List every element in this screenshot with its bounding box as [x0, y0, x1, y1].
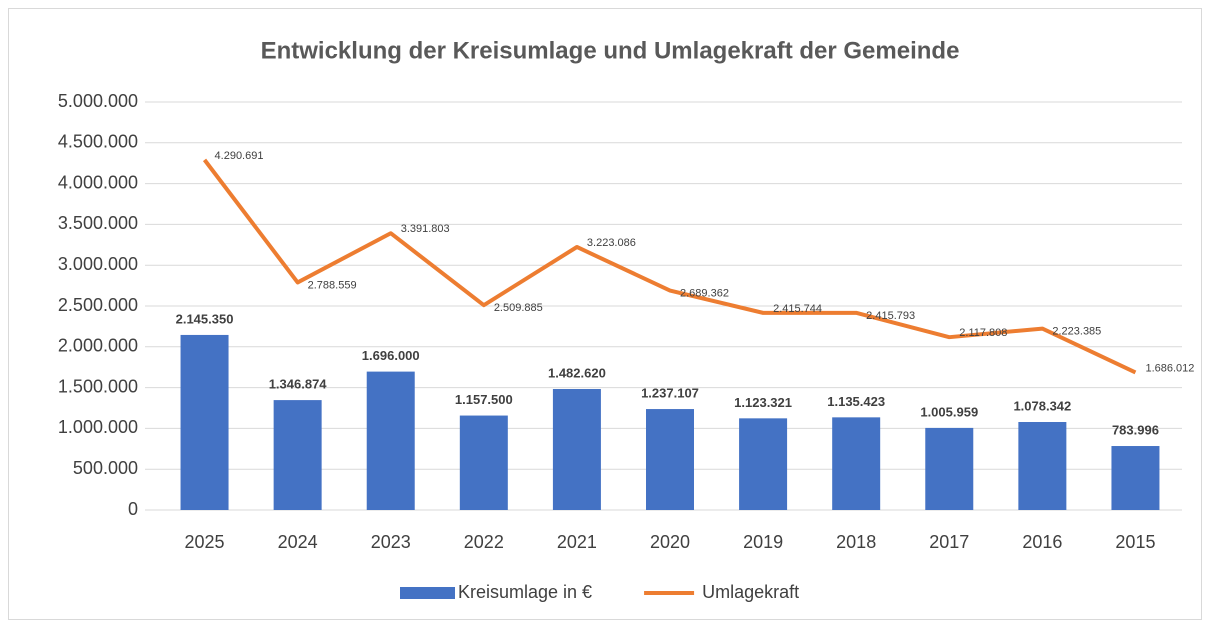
- bar: [459, 415, 508, 510]
- bar: [552, 389, 601, 510]
- bar-value-label: 1.696.000: [362, 348, 420, 363]
- line-value-label: 2.415.793: [866, 310, 915, 322]
- bar: [646, 409, 694, 510]
- line-value-label: 2.223.385: [1052, 325, 1101, 337]
- bar: [273, 400, 322, 510]
- legend-swatch: [400, 587, 455, 599]
- y-tick-label: 500.000: [73, 458, 138, 478]
- line-value-label: 2.117.808: [959, 327, 1007, 339]
- bar: [1018, 422, 1067, 510]
- bar: [832, 417, 881, 510]
- x-tick-label: 2019: [743, 532, 783, 552]
- bar-value-label: 1.135.423: [827, 394, 885, 409]
- line-value-label: 2.689.362: [680, 287, 729, 299]
- x-tick-label: 2025: [185, 532, 225, 552]
- bar: [1111, 446, 1160, 510]
- x-tick-label: 2020: [650, 532, 690, 552]
- x-tick-label: 2022: [464, 532, 504, 552]
- line-value-label: 3.223.086: [587, 237, 636, 249]
- y-tick-label: 3.500.000: [58, 213, 138, 233]
- x-tick-label: 2021: [557, 532, 597, 552]
- line-value-label: 1.686.012: [1145, 362, 1194, 374]
- y-tick-label: 2.500.000: [58, 295, 138, 315]
- line-value-label: 2.509.885: [494, 302, 543, 314]
- x-tick-label: 2015: [1115, 532, 1155, 552]
- bar-value-label: 2.145.350: [176, 311, 234, 326]
- x-tick-label: 2018: [836, 532, 876, 552]
- chart-frame: [8, 8, 1202, 620]
- bar: [180, 334, 229, 510]
- y-tick-label: 3.000.000: [58, 254, 138, 274]
- y-tick-label: 1.500.000: [58, 376, 138, 396]
- y-tick-label: 4.500.000: [58, 132, 138, 152]
- x-tick-label: 2023: [371, 532, 411, 552]
- y-tick-label: 4.000.000: [58, 172, 138, 192]
- chart-title: Entwicklung der Kreisumlage und Umlagekr…: [261, 37, 960, 64]
- line-value-label: 2.788.559: [308, 279, 357, 291]
- bar-value-label: 1.482.620: [548, 365, 606, 380]
- bar-value-label: 1.346.874: [269, 377, 328, 392]
- y-tick-label: 5.000.000: [58, 91, 138, 111]
- bar-value-label: 1.078.342: [1013, 398, 1071, 413]
- line-value-label: 4.290.691: [215, 150, 264, 162]
- bar: [925, 427, 974, 510]
- line-value-label: 2.415.744: [773, 303, 822, 315]
- bar-value-label: 783.996: [1112, 422, 1159, 437]
- x-tick-label: 2024: [278, 532, 318, 552]
- bar-value-label: 1.005.959: [920, 404, 978, 419]
- x-tick-label: 2017: [929, 532, 969, 552]
- bar-value-label: 1.237.107: [641, 385, 699, 400]
- y-tick-label: 1.000.000: [58, 417, 138, 437]
- bar-value-label: 1.157.500: [455, 392, 513, 407]
- y-tick-label: 0: [128, 499, 138, 519]
- line-value-label: 3.391.803: [401, 223, 450, 235]
- y-tick-label: 2.000.000: [58, 336, 138, 356]
- bar: [739, 418, 788, 510]
- x-tick-label: 2016: [1022, 532, 1062, 552]
- bar-value-label: 1.123.321: [734, 395, 792, 410]
- bar: [366, 371, 415, 510]
- line: [202, 158, 1137, 375]
- legend-label: Kreisumlage in €: [458, 582, 592, 602]
- legend-label: Umlagekraft: [702, 582, 799, 602]
